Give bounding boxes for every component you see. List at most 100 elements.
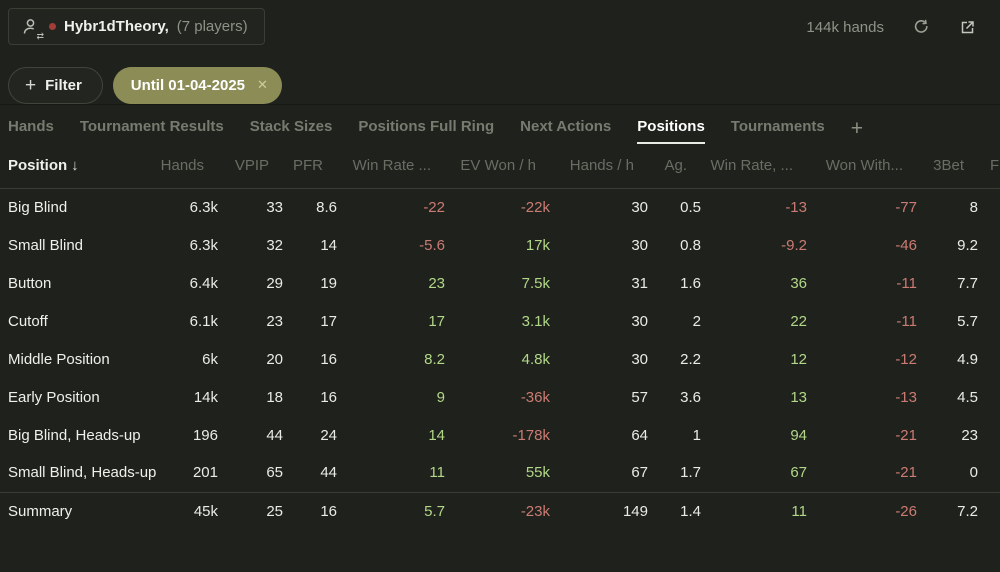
stat-cell: 4.5	[957, 388, 978, 406]
stat-cell: 16	[320, 350, 337, 368]
table-row[interactable]: Big Blind 6.3k 33 8.6 -22 -22k 30 0.5 -13 -77 8	[0, 188, 1000, 226]
column-header-3bet[interactable]: 3Bet	[917, 148, 978, 189]
column-header-hands[interactable]: Hands	[150, 148, 218, 189]
stat-cell: -36k	[520, 388, 550, 406]
stat-cell: 11	[701, 491, 807, 530]
clipped-cell	[978, 302, 1000, 340]
stat-cell: -77	[895, 198, 917, 216]
tab-stack-sizes[interactable]: Stack Sizes	[249, 118, 333, 135]
stat-cell: 67	[790, 464, 807, 482]
summary-row[interactable]: Summary 45k 25 16 5.7 -23k 149 1.4 11 -26 7.2	[0, 491, 1000, 530]
stat-cell: 22	[790, 312, 807, 330]
close-icon[interactable]: ✕	[257, 77, 268, 92]
refresh-icon[interactable]	[912, 18, 931, 37]
stat-cell: 19	[320, 274, 337, 292]
stat-cell: 30	[631, 236, 648, 254]
stat-cell: 17k	[525, 236, 550, 254]
stat-cell: -11	[896, 312, 917, 330]
stat-cell: 6.3k	[189, 198, 218, 216]
player-swap-icon: ⇄	[21, 17, 44, 40]
stat-cell: 16	[283, 491, 337, 530]
stat-cell: 3.1k	[521, 312, 550, 330]
tab-next-actions[interactable]: Next Actions	[520, 118, 612, 135]
sort-desc-icon: ↓	[71, 157, 79, 175]
column-header-ag[interactable]: Ag.	[648, 148, 701, 189]
stat-cell: 45k	[150, 491, 218, 530]
column-header-win-rate-2[interactable]: Win Rate, ...	[701, 148, 807, 189]
open-external-icon[interactable]	[959, 19, 976, 36]
stat-cell: 6.3k	[189, 236, 218, 254]
table-row[interactable]: Cutoff 6.1k 23 17 17 3.1k 30 2 22 -11 5.7	[0, 302, 1000, 340]
stat-cell: 7.2	[917, 491, 978, 530]
player-selector[interactable]: ⇄ Hybr1dTheory, (7 players)	[8, 8, 265, 45]
filter-chip-date[interactable]: Until 01-04-2025 ✕	[112, 66, 282, 104]
stat-cell: 12	[790, 350, 807, 368]
position-cell: Cutoff	[8, 312, 48, 330]
position-cell: Early Position	[8, 388, 100, 406]
stat-cell: 6k	[202, 350, 218, 368]
player-count: (7 players)	[176, 18, 248, 35]
add-filter-button[interactable]: + Filter	[8, 66, 103, 104]
table-row[interactable]: Button 6.4k 29 19 23 7.5k 31 1.6 36 -11 7.7	[0, 264, 1000, 302]
column-header-vpip[interactable]: VPIP	[218, 148, 283, 189]
column-header-won-with[interactable]: Won With...	[807, 148, 917, 189]
stat-cell: -5.6	[419, 236, 445, 254]
column-header-position[interactable]: Position ↓	[0, 148, 150, 189]
stat-cell: 55k	[525, 464, 550, 482]
tab-hands[interactable]: Hands	[8, 118, 54, 135]
stat-cell: 4.9	[957, 350, 978, 368]
stat-cell: 1.6	[680, 274, 701, 292]
stat-cell: 25	[218, 491, 283, 530]
table-header-row: Position ↓ Hands VPIP PFR Win Rate ... EV…	[0, 148, 1000, 189]
tab-positions-full-ring[interactable]: Positions Full Ring	[358, 118, 495, 135]
table-row[interactable]: Early Position 14k 18 16 9 -36k 57 3.6 13 -13 4.5	[0, 378, 1000, 416]
stat-cell: 94	[790, 426, 807, 444]
stat-cell: 67	[631, 464, 648, 482]
stat-cell: 7.5k	[521, 274, 550, 292]
position-cell: Big Blind	[8, 198, 68, 216]
table-row[interactable]: Big Blind, Heads-up 196 44 24 14 -178k 64 1 94 -2…	[0, 416, 1000, 454]
stat-cell: 5.7	[337, 491, 445, 530]
stat-cell: 17	[320, 312, 337, 330]
stat-cell: 64	[631, 426, 648, 444]
position-cell: Small Blind, Heads-up	[8, 464, 157, 482]
stat-cell: 23	[428, 274, 445, 292]
tab-tournaments[interactable]: Tournaments	[730, 118, 825, 135]
stat-cell: 17	[428, 312, 445, 330]
filter-chip-label: Until 01-04-2025	[130, 76, 246, 94]
stat-cell: 9	[436, 388, 445, 406]
player-status-dot	[49, 23, 56, 30]
column-header-ev-won[interactable]: EV Won / h	[445, 148, 550, 189]
clipped-cell	[978, 264, 1000, 302]
stat-cell: 2	[692, 312, 701, 330]
stat-cell: 44	[320, 464, 337, 482]
stat-cell: 201	[192, 464, 218, 482]
tab-positions[interactable]: Positions	[637, 118, 705, 144]
tab-tournament-results[interactable]: Tournament Results	[79, 118, 224, 135]
table-row[interactable]: Middle Position 6k 20 16 8.2 4.8k 30 2.2 12 -12 4.…	[0, 340, 1000, 378]
add-tab-button[interactable]: +	[850, 117, 863, 140]
table-row[interactable]: Small Blind, Heads-up 201 65 44 11 55k 67 1.7 67…	[0, 454, 1000, 492]
column-header-hands-per-h[interactable]: Hands / h	[550, 148, 648, 189]
table-row[interactable]: Small Blind 6.3k 32 14 -5.6 17k 30 0.8 -9.2 -46 9.…	[0, 226, 1000, 264]
stat-cell: 36	[790, 274, 807, 292]
stat-cell: 31	[631, 274, 648, 292]
stat-cell: 14k	[193, 388, 218, 406]
stat-cell: -26	[807, 491, 917, 530]
stat-cell: 14	[320, 236, 337, 254]
clipped-cell	[978, 378, 1000, 416]
stat-cell: -11	[896, 274, 917, 292]
add-filter-label: Filter	[45, 76, 82, 94]
filter-bar: + Filter Until 01-04-2025 ✕	[0, 52, 1000, 104]
stat-cell: 9.2	[957, 236, 978, 254]
stat-cell: 1	[692, 426, 701, 444]
position-cell: Small Blind	[8, 236, 84, 254]
stat-cell: -12	[895, 350, 917, 368]
stat-cell: 24	[320, 426, 337, 444]
stat-cell: 8	[969, 198, 978, 216]
stat-cell: 30	[631, 350, 648, 368]
stat-cell: 8.6	[316, 198, 337, 216]
column-header-win-rate[interactable]: Win Rate ...	[337, 148, 445, 189]
column-header-pfr[interactable]: PFR	[283, 148, 337, 189]
stat-cell: 20	[266, 350, 283, 368]
